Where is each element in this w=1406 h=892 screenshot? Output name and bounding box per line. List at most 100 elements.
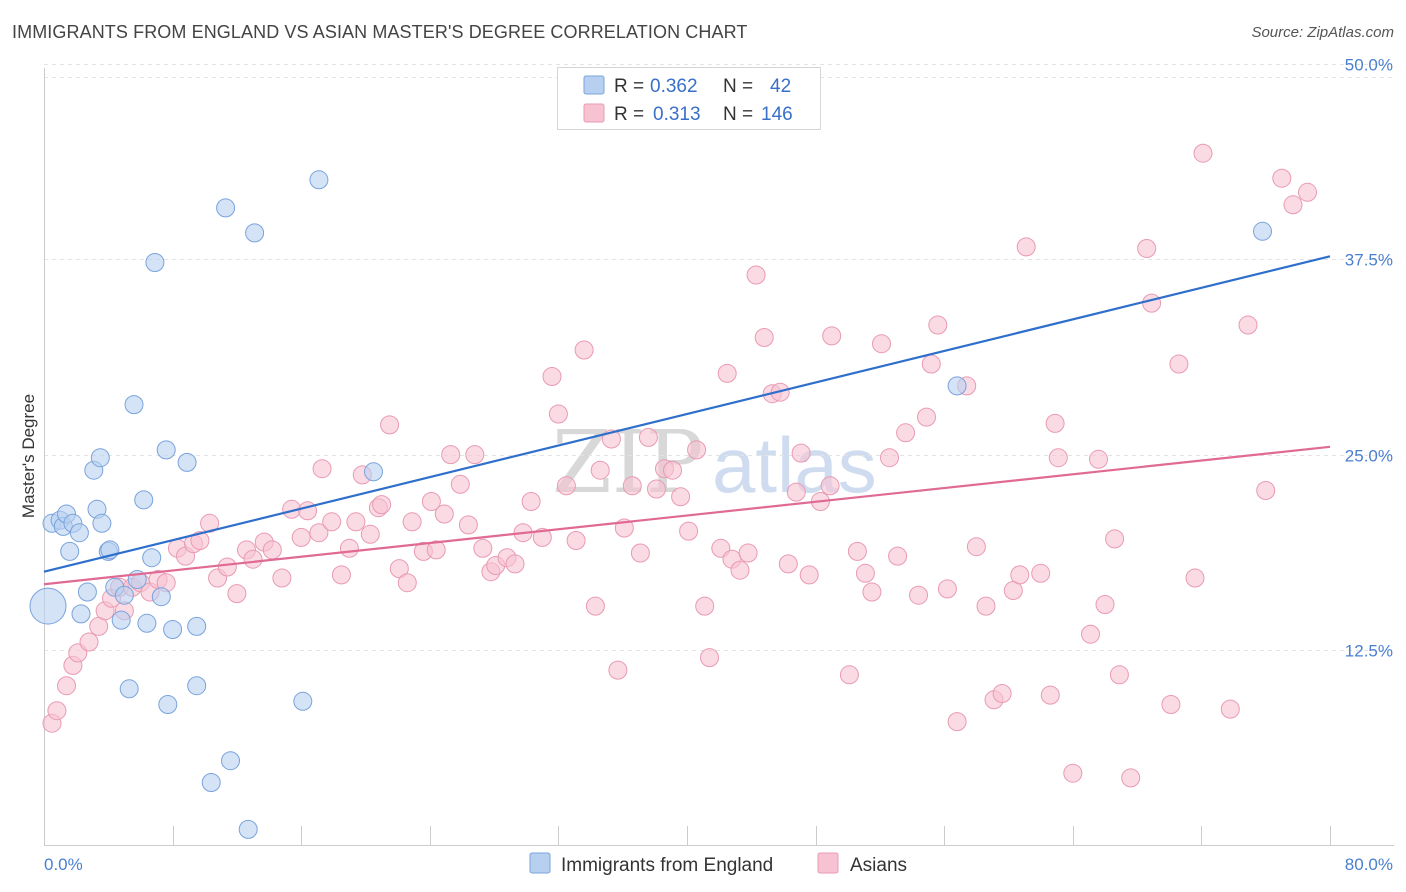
asians-points [42,143,1317,788]
asian-point [786,482,806,502]
england-point-large [29,587,67,625]
england-point [364,462,383,482]
x-ticks [44,826,1331,845]
asian-point [262,540,282,560]
trend-lines [43,255,1331,586]
asian-point [322,512,342,532]
asian-point [426,540,446,560]
asian-point [820,476,840,496]
asian-point [227,584,247,604]
asian-point [402,512,422,532]
asian-point [847,541,867,561]
england-point [77,582,97,602]
england-point [111,610,131,630]
england-point [221,751,240,771]
england-point [177,452,197,472]
asian-point [585,596,605,616]
asian-point [880,448,899,468]
y-tick-label: 12.5% [1345,642,1393,661]
legend-r-label-england: R = [614,76,644,97]
asian-point [1095,595,1115,614]
england-point [92,513,112,533]
axes [44,68,1394,846]
asian-point [441,445,461,465]
england-point [151,587,171,607]
legend-swatch-asians [583,103,605,123]
england-point [90,448,110,468]
asian-point [1121,768,1141,788]
england-point [245,223,265,243]
asian-point [608,660,628,680]
asian-point [331,565,351,585]
england-point [137,613,157,633]
asian-point [778,554,798,574]
asian-point [638,427,658,447]
asian-point [200,513,220,533]
asian-point [1063,763,1083,783]
england-point [71,604,91,624]
legend-n-value-england: 42 [770,76,791,97]
bottom-legend-label-asians: Asians [850,855,907,876]
england-point [156,440,176,460]
asian-point [346,512,366,532]
asian-point [548,404,568,424]
asian-point [1193,143,1213,163]
england-point [293,691,313,711]
asian-point [566,531,586,550]
trend-line-england [43,255,1331,573]
asian-point [671,487,691,507]
asian-point [1081,624,1100,644]
y-tick-label: 50.0% [1345,56,1393,75]
england-point [947,376,967,396]
asian-point [937,579,957,599]
asian-point [397,573,417,593]
asian-point [730,560,750,580]
asian-point [291,527,311,547]
asian-point [434,504,454,524]
asian-point [947,712,967,732]
asian-point [746,265,766,285]
asian-point [521,492,541,511]
england-point [114,585,134,605]
bottom-legend-swatch-england [529,852,551,874]
asian-point [1031,563,1051,583]
asian-point [647,479,666,499]
legend-r-label-asians: R = [614,104,644,125]
england-point [60,541,80,561]
asian-point [542,367,562,386]
asian-point [1238,315,1258,335]
asian-point [917,407,936,427]
asian-point [1105,529,1125,549]
y-tick-labels: 12.5% 25.0% 37.5% 50.0% [1345,56,1393,661]
asian-point [1089,449,1108,469]
asian-point [717,363,737,383]
bottom-legend-swatch-asians [817,852,839,874]
asian-point [1220,699,1240,719]
asian-point [1048,448,1068,468]
asian-point [738,543,758,563]
asian-point [799,565,819,585]
england-point [124,395,144,415]
england-points [29,170,1272,839]
x-tick-label-min: 0.0% [44,855,83,874]
asian-point [791,443,811,463]
asian-point [862,582,882,602]
series-legend: Immigrants from England Asians [529,852,907,876]
england-point [163,620,183,639]
england-point [134,490,154,510]
y-tick-label: 25.0% [1345,447,1393,466]
asian-point [1016,237,1036,257]
england-point [158,695,178,714]
asian-point [505,554,525,574]
asian-point [888,546,908,566]
asian-point [630,543,650,563]
asian-point [339,538,359,558]
asian-point [663,460,682,480]
england-point [145,253,165,272]
asian-point [574,340,594,360]
x-tick-label-max: 80.0% [1345,855,1393,874]
asian-point [272,568,292,588]
legend-r-value-asians: 0.313 [653,104,701,125]
source-credit: Source: ZipAtlas.com [1251,24,1394,41]
